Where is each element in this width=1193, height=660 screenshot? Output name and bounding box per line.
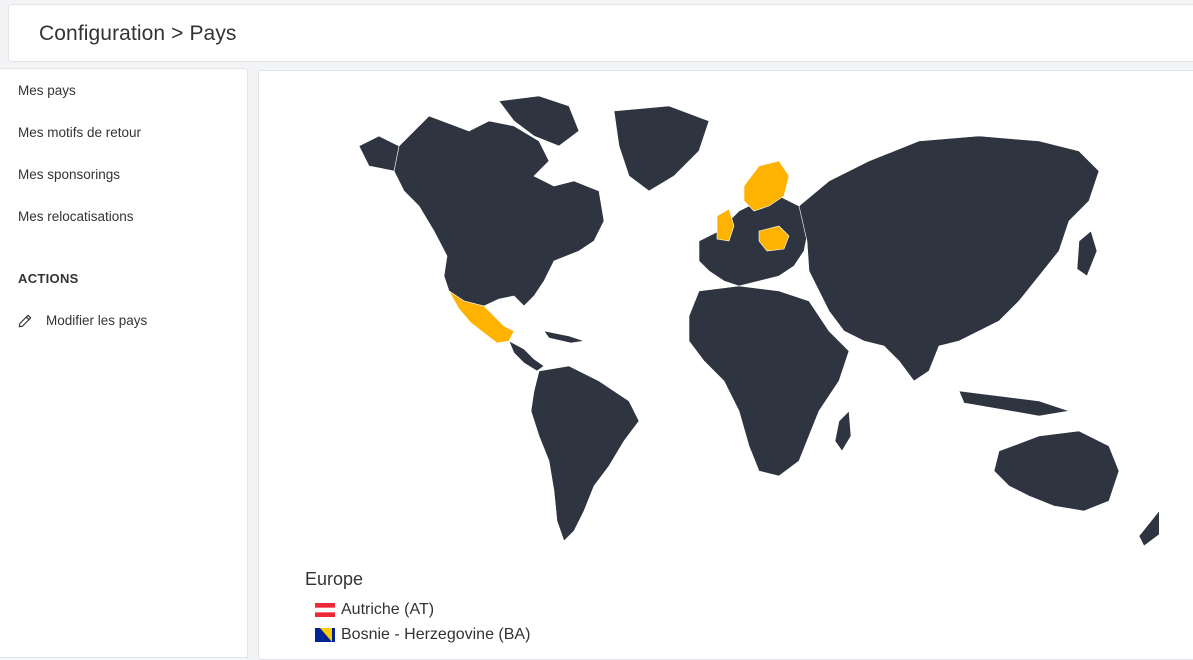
edit-countries-label: Modifier les pays	[46, 313, 148, 328]
region-title: Europe	[305, 569, 364, 589]
map-australia	[993, 430, 1120, 512]
map-indonesia	[958, 390, 1070, 417]
map-madagascar	[834, 410, 852, 452]
bosnia-flag	[315, 628, 335, 642]
map-canada-islands	[498, 95, 580, 147]
map-uk	[716, 208, 735, 242]
main-panel: Europe Autriche (AT) Bosnie - Herzegovin…	[258, 70, 1193, 660]
map-south-america	[530, 365, 640, 542]
map-new-zealand	[1138, 510, 1159, 547]
pencil-icon	[18, 314, 32, 327]
sidebar-item-relocatisations[interactable]: Mes relocatisations	[18, 209, 134, 224]
sidebar: Mes pays Mes motifs de retour Mes sponso…	[0, 68, 248, 658]
map-asia	[798, 135, 1100, 382]
page-title: Configuration > Pays	[39, 22, 237, 45]
page-header: Configuration > Pays	[8, 4, 1193, 62]
map-caribbean	[543, 330, 585, 344]
map-japan	[1076, 230, 1098, 277]
map-central-europe	[758, 225, 790, 252]
country-name: Bosnie - Herzegovine (BA)	[341, 626, 531, 643]
actions-heading: ACTIONS	[18, 271, 79, 286]
map-scandinavia	[743, 160, 790, 212]
austria-flag	[315, 603, 335, 617]
world-map[interactable]	[339, 91, 1159, 551]
map-land	[358, 95, 1159, 547]
map-north-america	[393, 115, 605, 307]
country-row[interactable]: Bosnie - Herzegovine (BA)	[315, 626, 530, 644]
country-row[interactable]: Autriche (AT)	[315, 601, 434, 619]
map-greenland	[613, 105, 710, 192]
map-central-america	[508, 340, 545, 372]
country-name: Autriche (AT)	[341, 601, 435, 618]
map-mexico	[448, 290, 515, 344]
map-africa	[688, 285, 850, 477]
sidebar-item-motifs-retour[interactable]: Mes motifs de retour	[18, 125, 142, 140]
sidebar-item-sponsorings[interactable]: Mes sponsorings	[18, 167, 121, 182]
edit-countries-button[interactable]: Modifier les pays	[18, 313, 147, 328]
map-alaska	[358, 135, 400, 172]
sidebar-item-mes-pays[interactable]: Mes pays	[18, 83, 76, 98]
